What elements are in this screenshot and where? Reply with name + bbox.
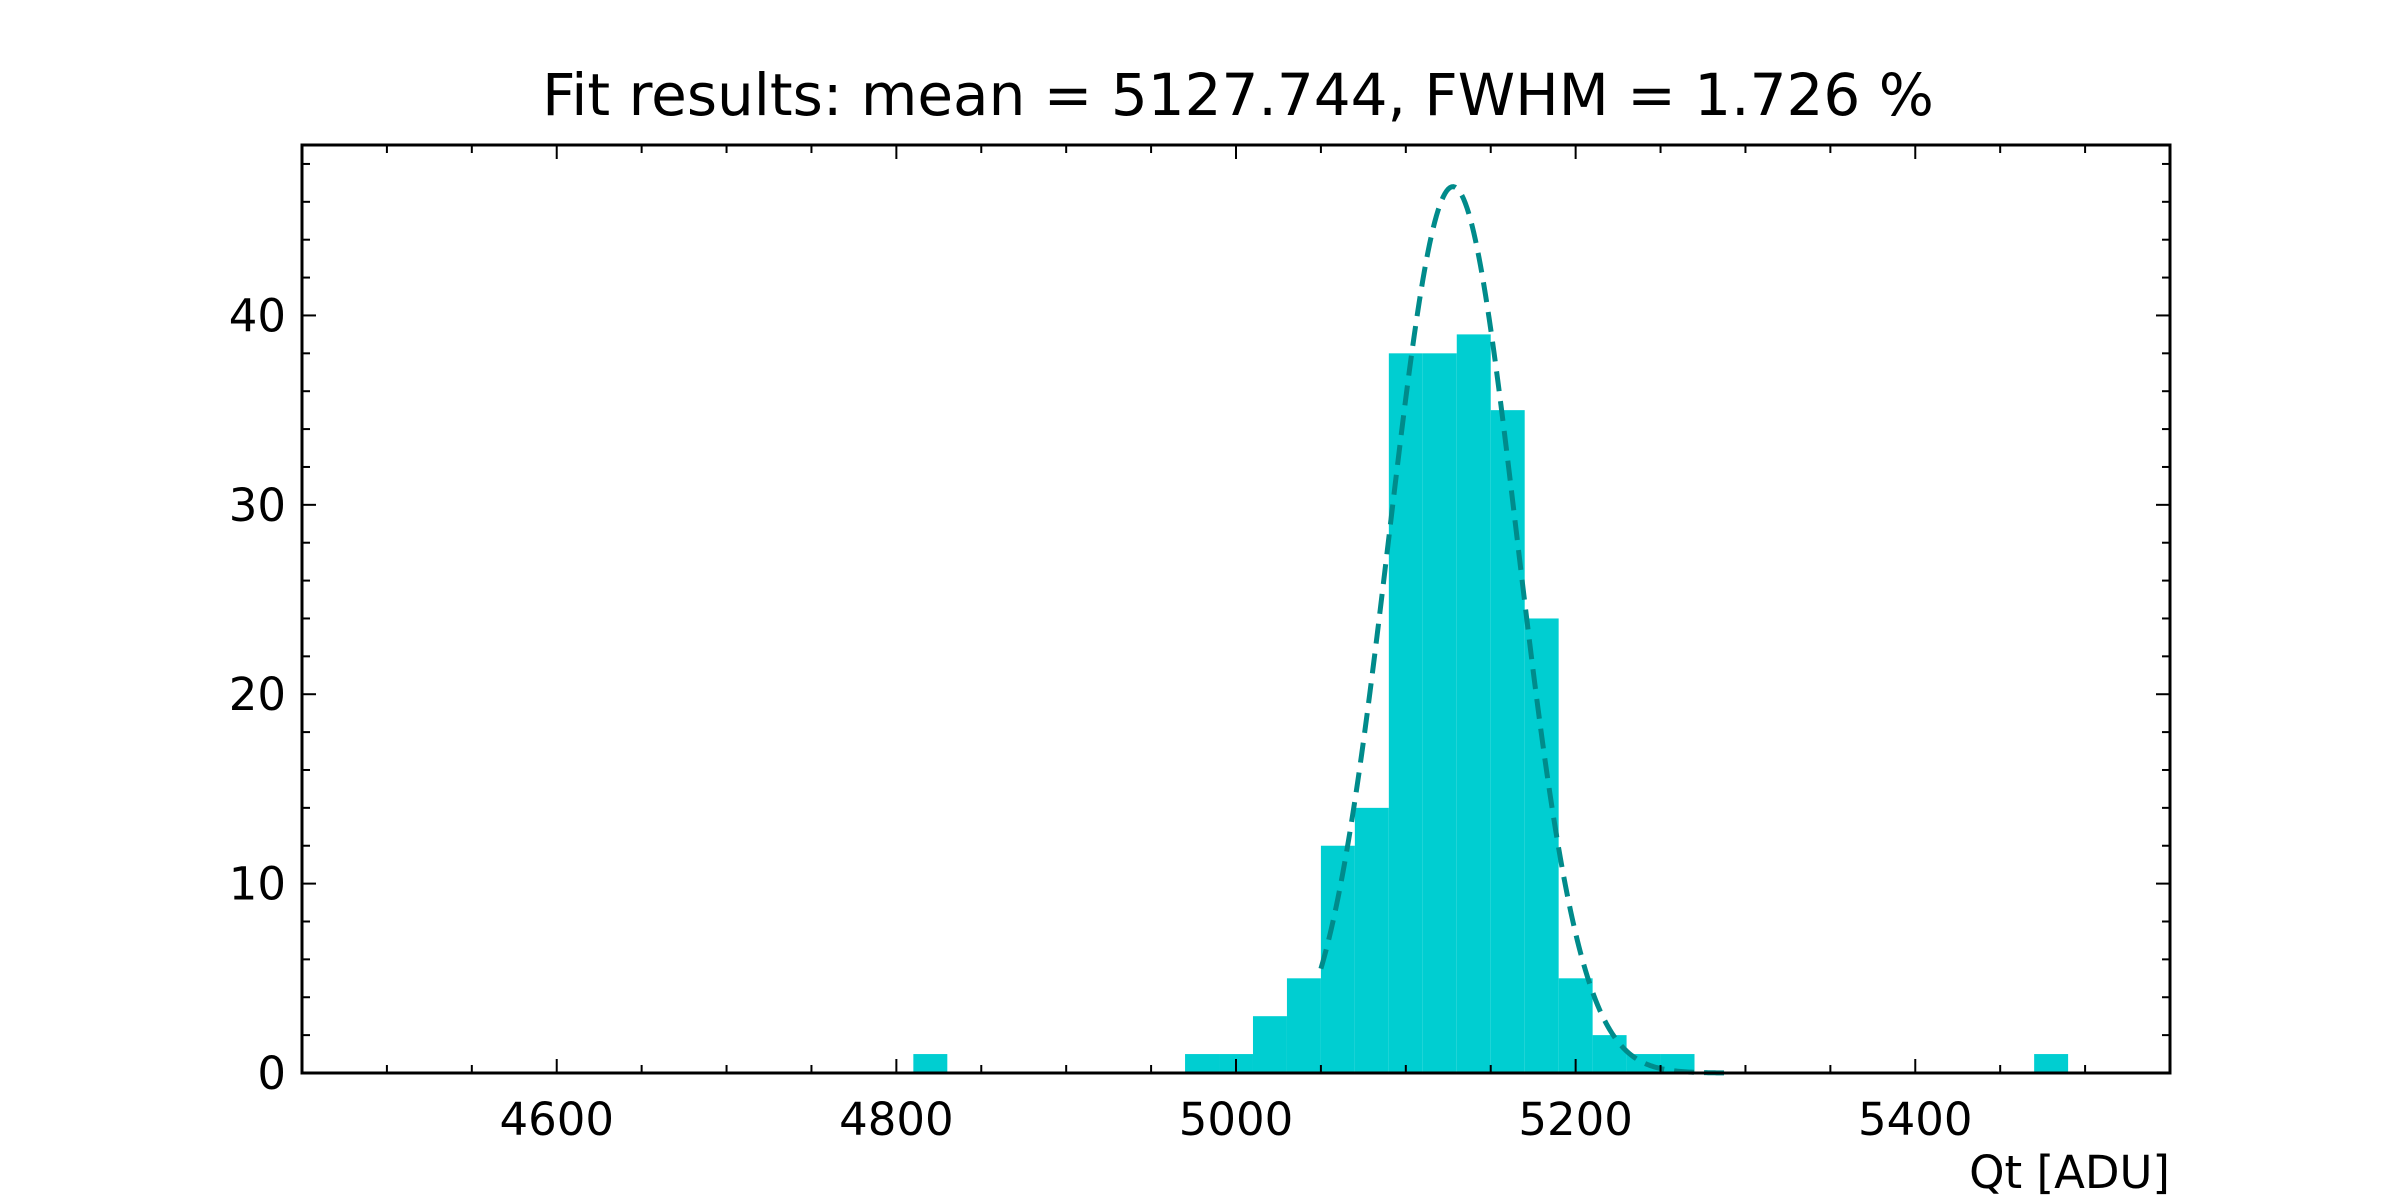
histogram-bar <box>1558 978 1593 1073</box>
histogram-bars <box>913 334 2069 1074</box>
y-tick-labels: 0 10 20 30 40 <box>229 289 286 1100</box>
axis-ticks <box>301 145 2171 1074</box>
histogram-bar <box>1456 334 1491 1073</box>
histogram-bar <box>2034 1054 2069 1073</box>
histogram-bar <box>1422 353 1457 1073</box>
histogram-bar <box>1286 978 1321 1073</box>
histogram-bar <box>1354 807 1389 1073</box>
histogram-bar <box>1524 618 1559 1073</box>
x-axis-label: Qt [ADU] <box>1969 1146 2170 1199</box>
x-tick-label: 4800 <box>839 1093 954 1146</box>
plot-frame <box>300 143 2172 1075</box>
histogram-bar <box>1320 845 1355 1073</box>
histogram-bar <box>1252 1016 1287 1073</box>
y-tick-label: 30 <box>229 479 286 532</box>
y-tick-label: 0 <box>257 1047 286 1100</box>
histogram-bar <box>913 1054 948 1073</box>
histogram-bar <box>1185 1054 1220 1073</box>
y-tick-label: 10 <box>229 858 286 911</box>
x-tick-labels: 4600 4800 5000 5200 5400 <box>499 1093 1972 1146</box>
histogram-bar <box>1660 1054 1695 1073</box>
x-tick-label: 5200 <box>1518 1093 1633 1146</box>
chart-title: Fit results: mean = 5127.744, FWHM = 1.7… <box>542 61 1934 129</box>
histogram-bar <box>1388 353 1423 1073</box>
x-tick-label: 4600 <box>499 1093 614 1146</box>
x-tick-label: 5000 <box>1179 1093 1294 1146</box>
histogram-bar <box>1592 1035 1627 1073</box>
histogram-bar <box>1490 410 1525 1074</box>
x-tick-label: 5400 <box>1858 1093 1973 1146</box>
y-tick-label: 20 <box>229 668 286 721</box>
y-tick-label: 40 <box>229 289 286 342</box>
